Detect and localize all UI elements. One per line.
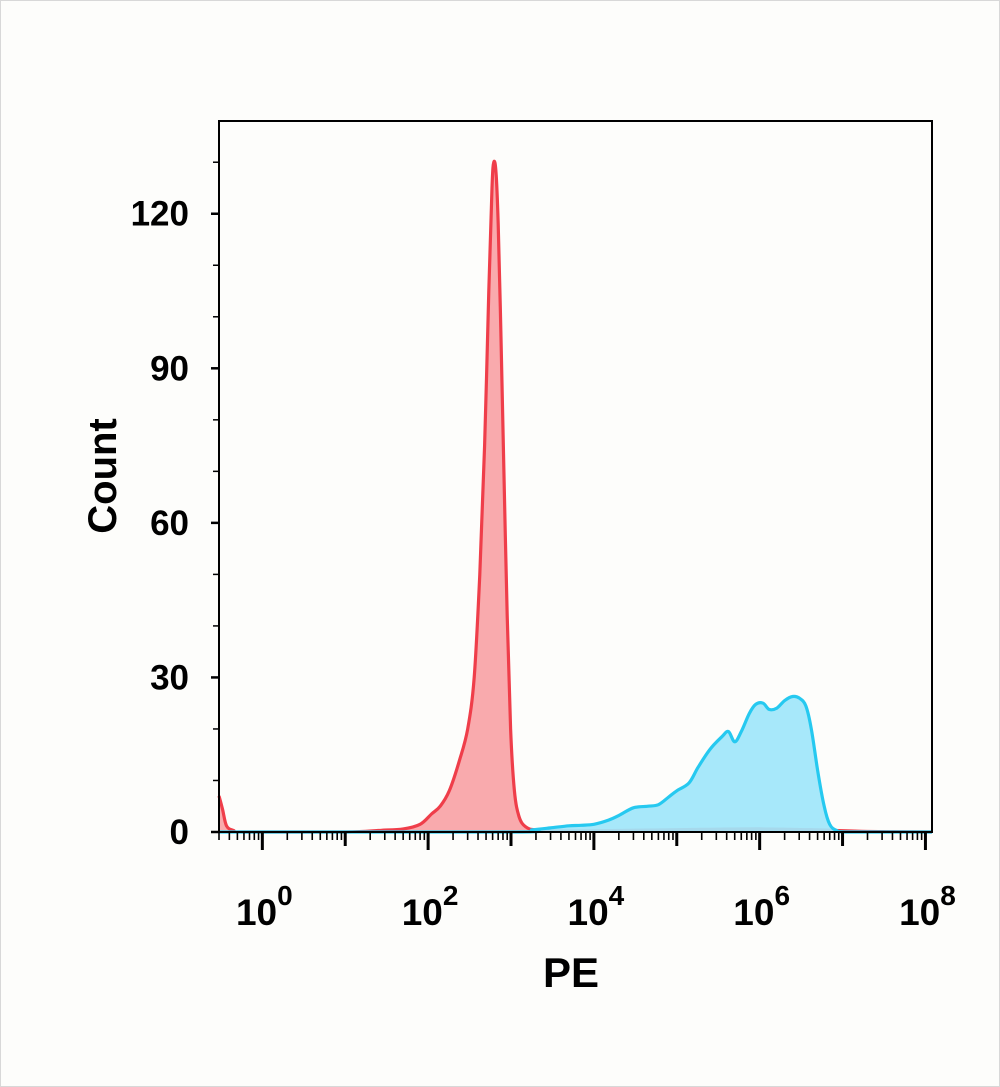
x-axis: 100 102 104 106 108: [218, 832, 956, 933]
y-axis: 0 30 60 90 120: [131, 161, 219, 852]
y-tick-label: 90: [150, 349, 189, 388]
series-1-line: [217, 159, 933, 834]
plot-area-border: [218, 120, 933, 833]
x-tick-label: 100: [236, 880, 293, 933]
y-tick-label: 0: [170, 813, 189, 852]
y-tick-label: 30: [150, 658, 189, 697]
x-tick-label: 108: [899, 880, 956, 933]
x-tick-label: 102: [402, 880, 459, 933]
series-2-area: [219, 696, 932, 832]
x-axis-title: PE: [543, 949, 599, 996]
y-axis-title: Count: [81, 418, 125, 534]
y-tick-label: 120: [131, 195, 189, 234]
x-tick-label: 106: [733, 880, 790, 933]
series-1-area: [219, 161, 932, 832]
y-tick-label: 60: [150, 504, 189, 543]
series-2-line: [218, 694, 932, 834]
series-layer: [217, 159, 933, 834]
x-tick-label: 104: [568, 880, 625, 933]
